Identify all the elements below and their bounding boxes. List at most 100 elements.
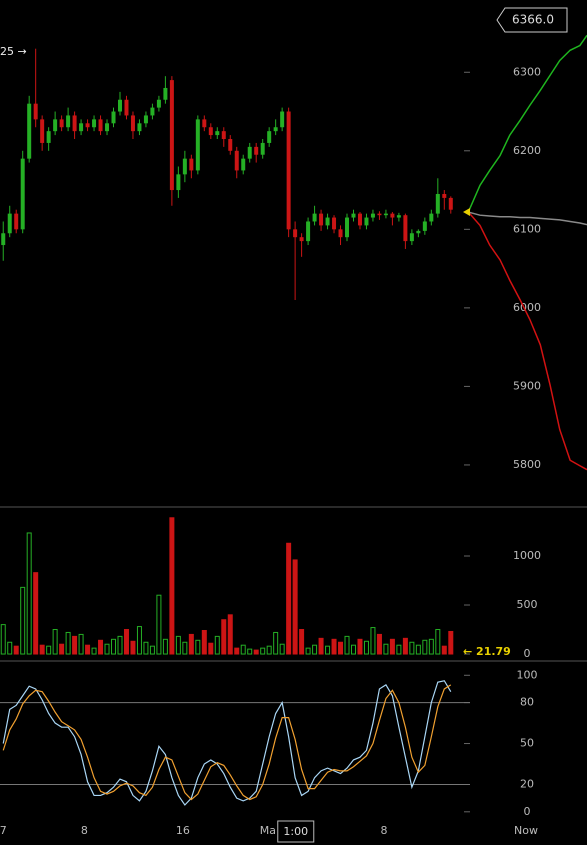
- volume-bar: [46, 645, 52, 655]
- y-tick-label: 50: [520, 737, 534, 750]
- candle-body: [130, 115, 135, 132]
- volume-bar: [221, 619, 227, 655]
- volume-bar: [338, 641, 344, 655]
- x-tick-label: 16: [176, 824, 190, 837]
- price-label: 6366.0: [512, 13, 554, 27]
- x-tick-label: 8: [81, 824, 88, 837]
- candle-body: [429, 213, 434, 222]
- volume-bar: [383, 643, 389, 655]
- volume-bar: [156, 594, 162, 655]
- candle-body: [403, 215, 408, 242]
- candle-body: [14, 213, 19, 230]
- candle-body: [312, 213, 317, 222]
- candle-body: [319, 213, 324, 226]
- volume-bar: [260, 647, 266, 655]
- annotation: 25 →: [0, 45, 27, 58]
- volume-bar: [273, 631, 279, 655]
- candle-body: [105, 123, 110, 132]
- volume-bar: [266, 645, 272, 655]
- volume-bar: [162, 638, 168, 655]
- candle-body: [66, 115, 71, 128]
- candle-body: [182, 158, 187, 175]
- candle-body: [234, 150, 239, 171]
- candle-body: [273, 127, 278, 132]
- candle-body: [409, 233, 414, 242]
- volume-bar: [136, 626, 142, 655]
- y-tick-label: 20: [520, 778, 534, 791]
- candle-body: [7, 213, 12, 234]
- candle-body: [1, 233, 6, 246]
- volume-bar: [318, 637, 324, 655]
- candle-body: [332, 217, 337, 230]
- candle-body: [189, 158, 194, 171]
- candle-body: [92, 119, 97, 128]
- candle-body: [59, 119, 64, 128]
- volume-bar: [0, 624, 6, 655]
- y-tick-label: 6300: [513, 65, 541, 78]
- candle-body: [169, 80, 174, 191]
- candle-body: [383, 213, 388, 216]
- y-tick-label: 6000: [513, 301, 541, 314]
- x-tick-label: Ma: [260, 824, 276, 837]
- volume-bar: [350, 644, 356, 655]
- candle-body: [422, 221, 427, 231]
- candle-body: [137, 123, 142, 132]
- candle-body: [33, 103, 38, 120]
- candle-body: [27, 103, 32, 159]
- y-tick-label: 6100: [513, 222, 541, 235]
- projection-line: [467, 211, 587, 471]
- cursor-label: 1:00: [283, 825, 308, 838]
- candle-body: [79, 123, 84, 132]
- cursor-label-box: [277, 820, 315, 843]
- candle-body: [85, 123, 90, 128]
- candle-body: [156, 99, 161, 108]
- y-tick-label: 500: [517, 598, 538, 611]
- volume-bar: [117, 635, 123, 655]
- volume-bar: [435, 629, 441, 655]
- projection-line: [467, 34, 587, 213]
- candle-body: [247, 146, 252, 159]
- last-volume-label: ← 21.79: [463, 645, 511, 658]
- volume-bar: [428, 638, 434, 655]
- volume-bar: [422, 639, 428, 655]
- candle-body: [325, 217, 330, 226]
- volume-bar: [149, 645, 155, 655]
- volume-bar: [292, 559, 298, 655]
- candle-body: [396, 215, 401, 218]
- candle-body: [286, 111, 291, 230]
- volume-bar: [78, 633, 84, 655]
- candle-body: [390, 213, 395, 218]
- candle-body: [351, 213, 356, 218]
- volume-bar: [130, 640, 136, 655]
- candle-body: [370, 213, 375, 218]
- candle-body: [435, 193, 440, 214]
- candle-body: [117, 99, 122, 112]
- volume-bar: [98, 639, 104, 655]
- volume-bar: [20, 586, 26, 655]
- volume-bar: [357, 638, 363, 655]
- candle-body: [299, 237, 304, 242]
- candle-body: [221, 131, 226, 140]
- candle-body: [345, 217, 350, 238]
- volume-bar: [26, 532, 32, 655]
- volume-bar: [91, 647, 97, 655]
- candle-body: [46, 131, 51, 143]
- volume-bar: [175, 635, 181, 655]
- y-tick-label: 0: [524, 647, 531, 660]
- volume-bar: [234, 647, 240, 655]
- candle-body: [241, 158, 246, 171]
- volume-bar: [253, 649, 259, 655]
- volume-bar: [195, 639, 201, 655]
- volume-bar: [363, 640, 369, 655]
- volume-bar: [182, 641, 188, 655]
- volume-bar: [396, 644, 402, 655]
- candle-body: [357, 213, 362, 226]
- y-tick-label: 1000: [513, 549, 541, 562]
- volume-bar: [123, 629, 129, 655]
- candle-body: [448, 197, 453, 210]
- volume-bar: [227, 614, 233, 655]
- candle-body: [260, 142, 265, 155]
- y-tick-label: 6200: [513, 144, 541, 157]
- candle-body: [143, 115, 148, 124]
